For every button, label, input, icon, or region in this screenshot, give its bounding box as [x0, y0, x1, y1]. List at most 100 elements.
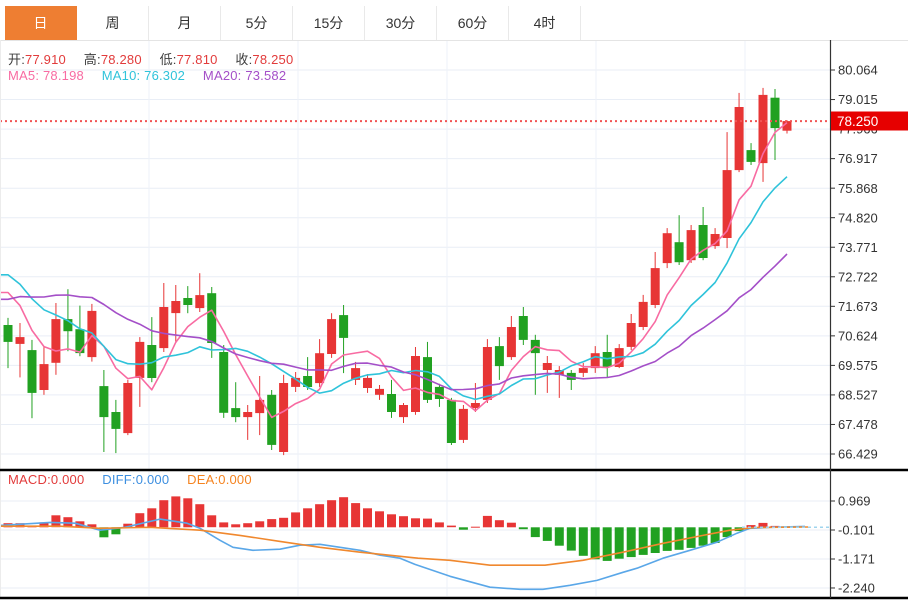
- tab-label: 60分: [457, 15, 488, 31]
- svg-text:74.820: 74.820: [838, 210, 878, 225]
- candle: [650, 252, 660, 309]
- ma10-label: MA10:: [101, 68, 141, 83]
- candle: [446, 397, 456, 445]
- tab-label: 4时: [533, 15, 556, 31]
- ma20-value: 73.582: [245, 68, 287, 83]
- dea-label: DEA:: [187, 472, 219, 487]
- svg-text:73.771: 73.771: [838, 240, 878, 255]
- candle: [434, 383, 444, 407]
- candle: [470, 383, 480, 412]
- low-label: 低:: [159, 52, 177, 67]
- candle: [291, 372, 301, 392]
- svg-text:-2.240: -2.240: [838, 581, 875, 596]
- candle: [662, 228, 672, 269]
- high-label: 高:: [83, 52, 101, 67]
- tab-week[interactable]: 周: [77, 6, 149, 40]
- open-label: 开:: [8, 52, 26, 67]
- candle: [710, 228, 720, 249]
- ohlc-legend: 开:77.910 高:78.280 低:77.810 收:78.250: [8, 49, 307, 68]
- svg-text:71.673: 71.673: [838, 299, 878, 314]
- macd-bars: [3, 496, 792, 561]
- candle: [686, 225, 696, 263]
- candle: [231, 382, 241, 423]
- candle: [734, 92, 744, 173]
- candle: [602, 334, 612, 378]
- candle: [111, 399, 121, 454]
- svg-text:66.429: 66.429: [838, 447, 878, 462]
- candle: [626, 314, 636, 351]
- candle: [758, 87, 768, 182]
- candle: [458, 405, 468, 443]
- macd-value: 0.000: [50, 472, 85, 487]
- dea-value: 0.000: [218, 472, 252, 487]
- tab-4hour[interactable]: 4时: [509, 6, 581, 40]
- svg-text:78.250: 78.250: [837, 114, 878, 129]
- open-value: 77.910: [25, 52, 66, 67]
- candle: [303, 357, 313, 390]
- low-value: 77.810: [176, 52, 218, 67]
- candle: [39, 347, 49, 395]
- candle: [578, 363, 588, 378]
- tab-30min[interactable]: 30分: [365, 6, 437, 40]
- candle: [387, 379, 396, 418]
- candle: [327, 313, 337, 358]
- candle: [590, 346, 600, 373]
- candle: [99, 370, 109, 452]
- candle: [770, 89, 780, 160]
- candle: [698, 207, 708, 261]
- macd-label: MACD:: [8, 472, 51, 487]
- diff-label: DIFF:: [102, 472, 136, 487]
- svg-text:72.722: 72.722: [838, 269, 878, 284]
- tab-label: 月: [177, 15, 192, 31]
- tab-5min[interactable]: 5分: [221, 6, 293, 40]
- high-value: 78.280: [100, 52, 142, 67]
- candle: [506, 316, 516, 360]
- candle: [746, 143, 756, 165]
- candle: [339, 305, 349, 374]
- candle: [183, 286, 193, 314]
- candle: [638, 294, 648, 331]
- candle: [363, 374, 372, 393]
- interval-tabbar: 日 周 月 5分 15分 30分 60分 4时: [5, 6, 581, 40]
- candle: [159, 283, 169, 352]
- ma5-value: 78.198: [42, 68, 84, 83]
- candle: [267, 390, 277, 450]
- candle: [375, 385, 384, 400]
- candle: [279, 374, 289, 456]
- tab-60min[interactable]: 60分: [437, 6, 509, 40]
- tab-month[interactable]: 月: [149, 6, 221, 40]
- candle: [674, 215, 684, 265]
- candle: [243, 405, 253, 440]
- candle: [195, 273, 205, 312]
- svg-text:-1.171: -1.171: [838, 552, 875, 567]
- ma20-label: MA20:: [202, 68, 242, 83]
- tab-label: 15分: [313, 15, 344, 31]
- svg-text:75.868: 75.868: [838, 181, 878, 196]
- ma10-line: [0, 176, 788, 401]
- tab-label: 日: [33, 15, 48, 31]
- candle: [3, 317, 13, 369]
- tab-label: 30分: [385, 15, 416, 31]
- candles[interactable]: [3, 87, 792, 456]
- close-value: 78.250: [252, 52, 294, 67]
- svg-text:79.015: 79.015: [838, 92, 878, 107]
- macd-legend: MACD:0.000 DIFF:0.000 DEA:0.000: [8, 472, 266, 487]
- candle: [411, 347, 420, 415]
- candle: [530, 334, 540, 395]
- svg-text:80.064: 80.064: [838, 63, 878, 78]
- grid-lines: [0, 41, 830, 596]
- candle: [27, 339, 37, 419]
- ma-legend: MA5: 78.198 MA10: 76.302 MA20: 73.582: [8, 68, 300, 83]
- candle: [207, 287, 217, 358]
- panel-borders: [0, 40, 908, 600]
- candle: [255, 376, 265, 436]
- candle: [782, 120, 792, 134]
- svg-text:76.917: 76.917: [838, 151, 878, 166]
- tab-day[interactable]: 日: [5, 6, 77, 40]
- tab-15min[interactable]: 15分: [293, 6, 365, 40]
- svg-text:68.527: 68.527: [838, 388, 878, 403]
- candle: [147, 317, 157, 383]
- svg-text:69.575: 69.575: [838, 358, 878, 373]
- svg-text:70.624: 70.624: [838, 329, 878, 344]
